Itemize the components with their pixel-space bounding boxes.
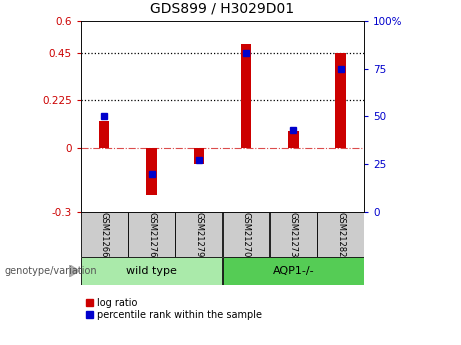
Bar: [335, 53, 346, 148]
Text: GSM21273: GSM21273: [289, 212, 298, 257]
Bar: [194, 148, 204, 164]
Bar: [223, 257, 364, 285]
Bar: [317, 212, 364, 257]
Bar: [223, 212, 269, 257]
Bar: [99, 121, 110, 148]
Text: GSM21279: GSM21279: [194, 212, 203, 257]
Legend: log ratio, percentile rank within the sample: log ratio, percentile rank within the sa…: [86, 298, 262, 320]
Text: GSM21282: GSM21282: [336, 212, 345, 257]
Title: GDS899 / H3029D01: GDS899 / H3029D01: [150, 1, 295, 16]
Text: GSM21266: GSM21266: [100, 212, 109, 257]
Polygon shape: [69, 265, 79, 277]
Text: genotype/variation: genotype/variation: [5, 266, 97, 276]
Bar: [81, 257, 222, 285]
Bar: [288, 131, 299, 148]
Text: GSM21270: GSM21270: [242, 212, 251, 257]
Text: wild type: wild type: [126, 266, 177, 276]
Text: GSM21276: GSM21276: [147, 212, 156, 257]
Bar: [176, 212, 222, 257]
Text: AQP1-/-: AQP1-/-: [272, 266, 314, 276]
Bar: [128, 212, 175, 257]
Bar: [81, 212, 128, 257]
Bar: [270, 212, 317, 257]
Bar: [146, 148, 157, 195]
Bar: [241, 44, 251, 148]
